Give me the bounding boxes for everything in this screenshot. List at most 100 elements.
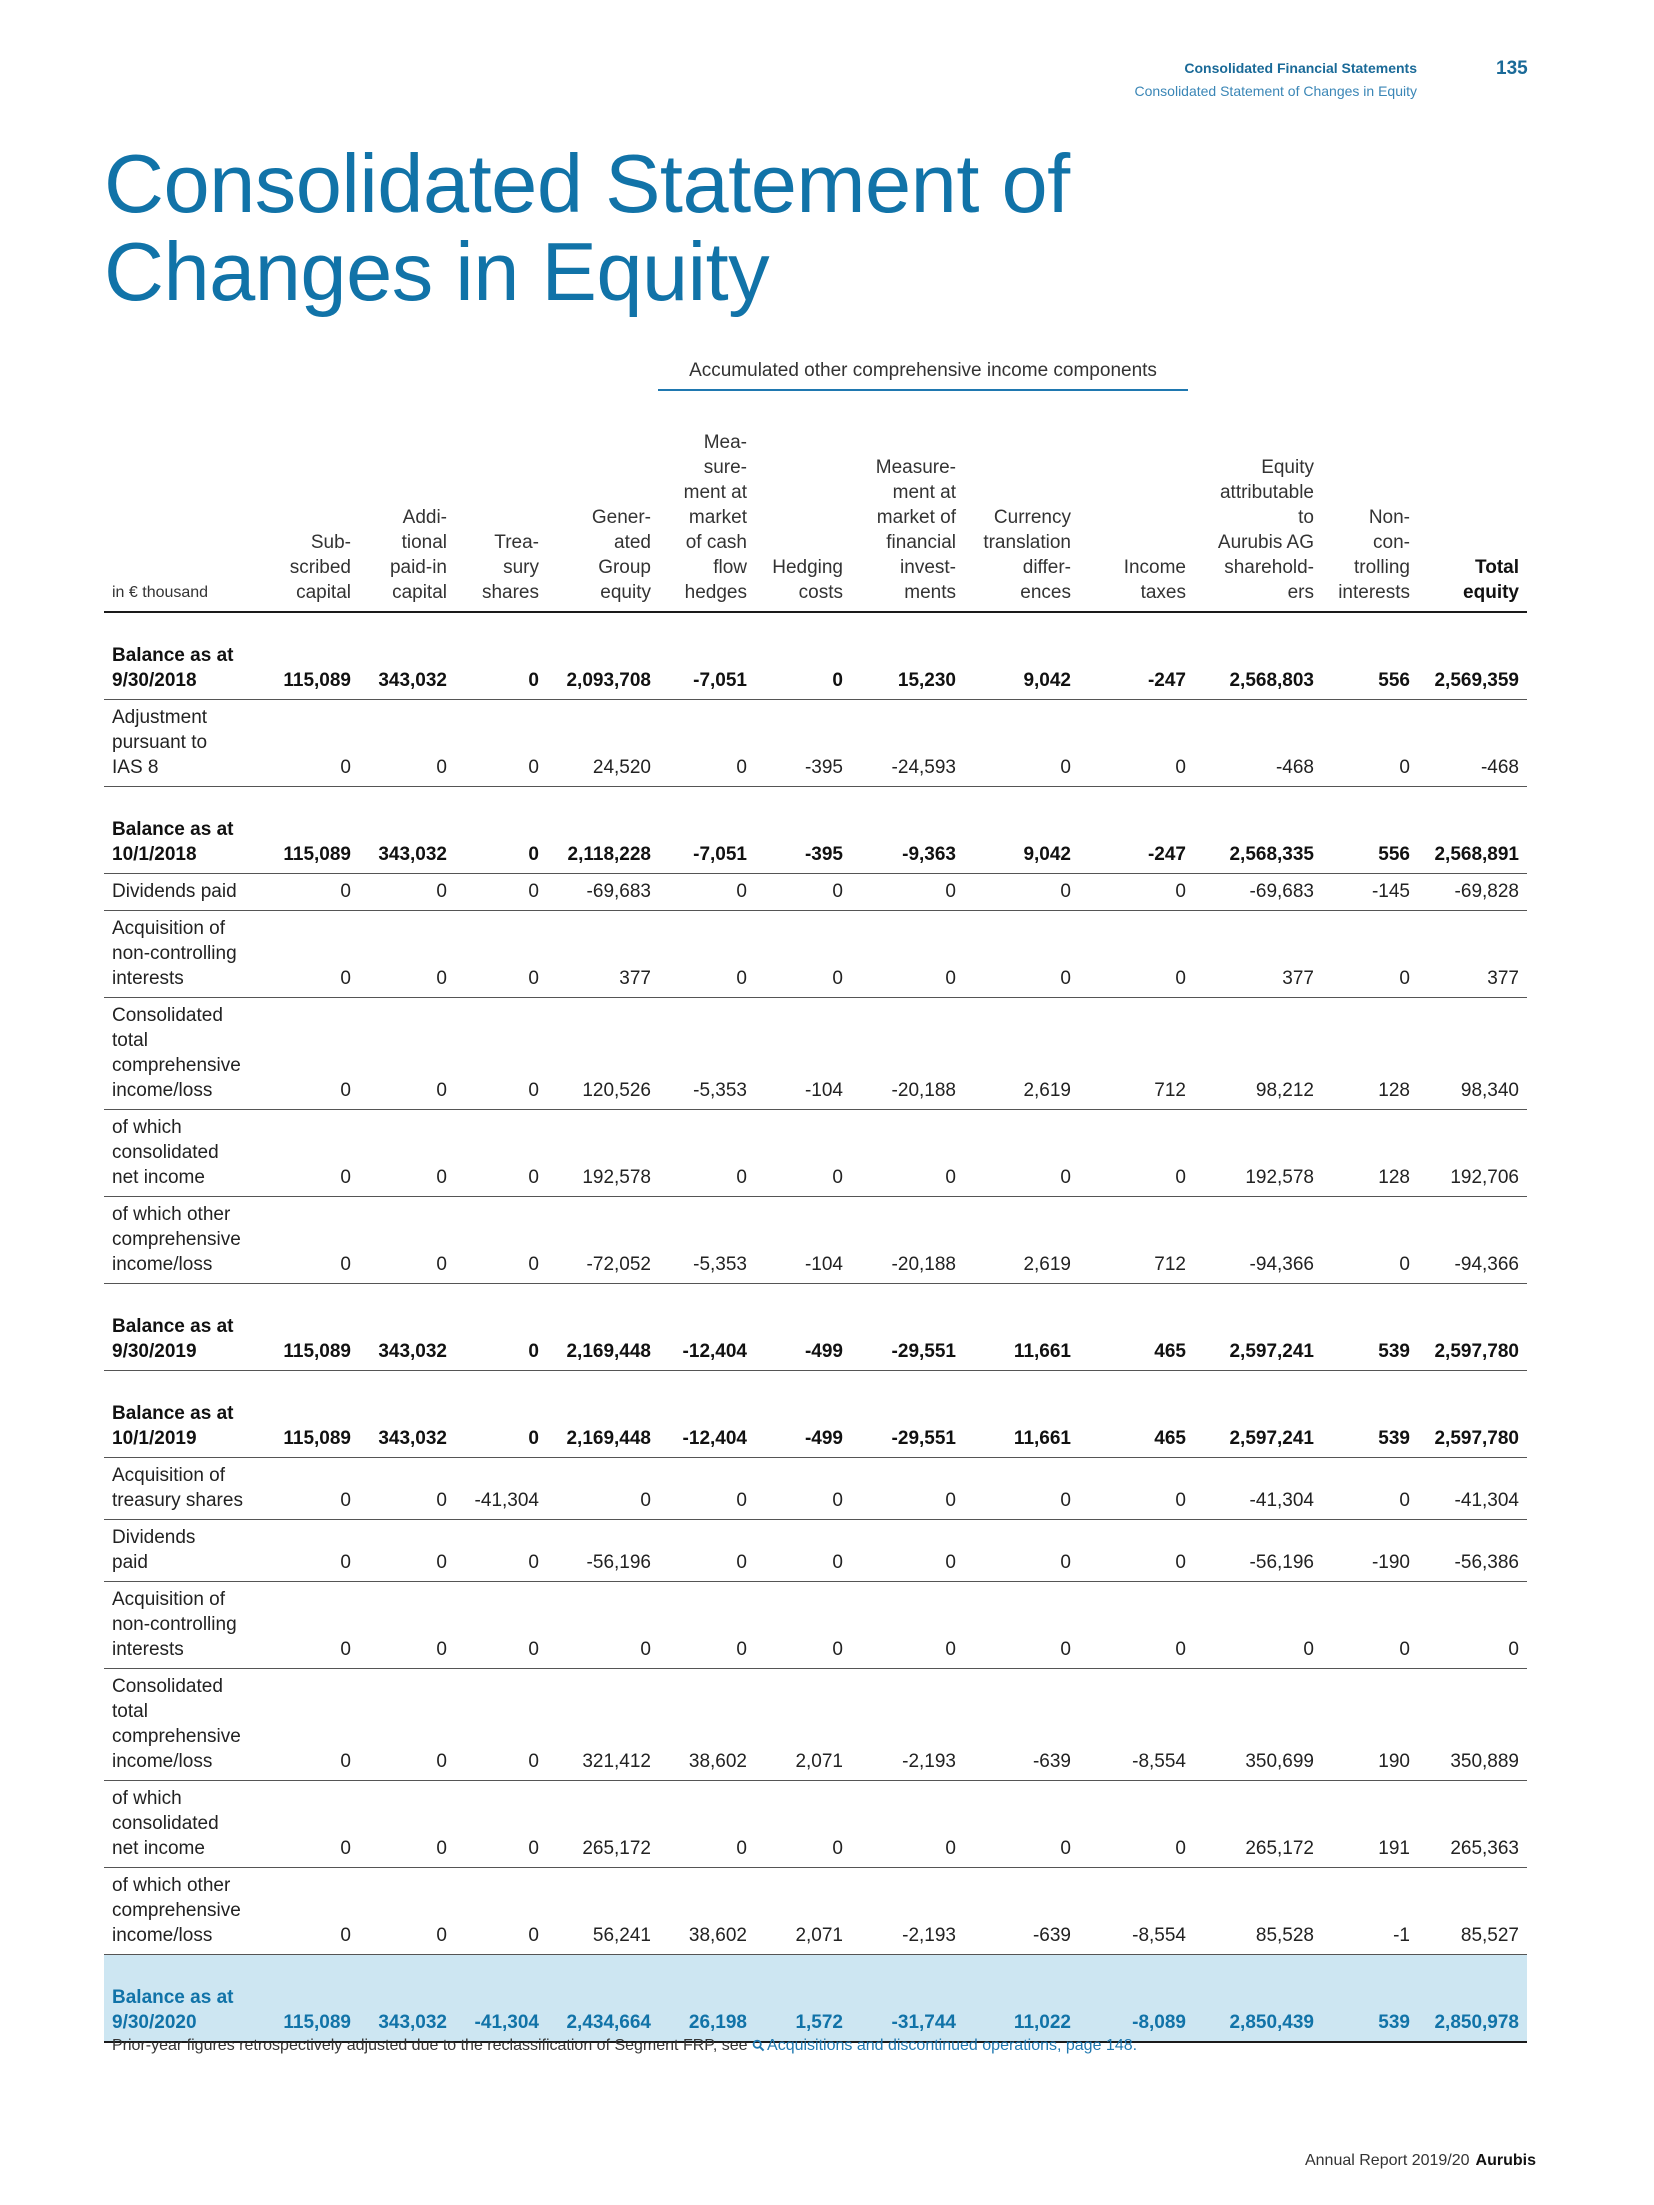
table-cell: 85,528 xyxy=(1194,1867,1322,1955)
table-cell: 343,032 xyxy=(359,612,455,700)
table-cell: 0 xyxy=(851,1780,964,1868)
table-row: Adjustment pursuant to IAS 8 0 0 0 24,520 0 -3… xyxy=(104,699,1527,787)
table-cell: 2,597,241 xyxy=(1194,1283,1322,1371)
table-cell: -9,363 xyxy=(851,786,964,874)
table-cell: 377 xyxy=(1418,910,1527,998)
table-cell: -56,386 xyxy=(1418,1519,1527,1582)
table-cell: 24,520 xyxy=(547,699,659,787)
table-cell: 0 xyxy=(359,699,455,787)
table-cell: -20,188 xyxy=(851,997,964,1110)
table-cell: 0 xyxy=(359,1780,455,1868)
table-cell: 0 xyxy=(455,1109,547,1197)
table-cell: 712 xyxy=(1079,997,1194,1110)
table-cell: 2,071 xyxy=(755,1867,851,1955)
table-cell: 0 xyxy=(455,1196,547,1284)
table-cell: 0 xyxy=(1079,1457,1194,1520)
table-cell: 0 xyxy=(1322,1581,1418,1669)
table-cell: -69,828 xyxy=(1418,873,1527,911)
table-cell: 0 xyxy=(359,1457,455,1520)
table-cell: -29,551 xyxy=(851,1370,964,1458)
column-header: Income taxes xyxy=(1079,430,1194,613)
table-cell: -468 xyxy=(1418,699,1527,787)
row-label: Consolidated total comprehensive income/… xyxy=(104,997,262,1110)
row-label: Balance as at 9/30/2018 xyxy=(104,612,262,700)
table-cell: -190 xyxy=(1322,1519,1418,1582)
page-title: Consolidated Statement of Changes in Equ… xyxy=(104,140,1070,316)
table-cell: 556 xyxy=(1322,786,1418,874)
table-cell: 0 xyxy=(659,1519,755,1582)
table-cell: -145 xyxy=(1322,873,1418,911)
table-cell: 98,212 xyxy=(1194,997,1322,1110)
table-cell: 465 xyxy=(1079,1370,1194,1458)
table-cell: 0 xyxy=(851,910,964,998)
table-cell: 0 xyxy=(755,1581,851,1669)
balance-row: Balance as at 10/1/2019 115,089 343,032 0 2,… xyxy=(104,1370,1527,1458)
footer-report: Annual Report 2019/20 xyxy=(1304,2152,1470,2169)
table-cell: 0 xyxy=(755,873,851,911)
table-cell: 0 xyxy=(262,1109,359,1197)
balance-row: Balance as at 9/30/2018 115,089 343,032 0 2,… xyxy=(104,612,1527,700)
table-cell: 465 xyxy=(1079,1283,1194,1371)
table-cell: 0 xyxy=(755,1109,851,1197)
table-cell: -41,304 xyxy=(1194,1457,1322,1520)
table-cell: 0 xyxy=(359,873,455,911)
table-cell: 0 xyxy=(1322,1196,1418,1284)
column-header: Trea- sury shares xyxy=(455,430,547,613)
unit-header: in € thousand xyxy=(104,430,262,613)
table-cell: 115,089 xyxy=(262,1370,359,1458)
column-header: Equity attributable to Aurubis AG shareh… xyxy=(1194,430,1322,613)
table-cell: 0 xyxy=(455,1780,547,1868)
table-cell: 190 xyxy=(1322,1668,1418,1781)
table-cell: -41,304 xyxy=(455,1457,547,1520)
table-cell: 0 xyxy=(755,612,851,700)
table-cell: 0 xyxy=(547,1581,659,1669)
table-cell: 2,169,448 xyxy=(547,1283,659,1371)
table-cell: 0 xyxy=(262,910,359,998)
table-cell: 0 xyxy=(262,1867,359,1955)
row-label: of which consolidated net income xyxy=(104,1780,262,1868)
table-cell: 539 xyxy=(1322,1283,1418,1371)
table-cell: 265,172 xyxy=(547,1780,659,1868)
column-header: Sub- scribed capital xyxy=(262,430,359,613)
table-cell: 2,850,978 xyxy=(1418,1954,1527,2043)
table-cell: 0 xyxy=(755,1780,851,1868)
table-cell: -468 xyxy=(1194,699,1322,787)
table-cell: 0 xyxy=(964,1109,1079,1197)
header-section: Consolidated Financial Statements xyxy=(1184,60,1417,76)
row-label: Dividends paid xyxy=(104,873,262,911)
table-cell: -8,089 xyxy=(1079,1954,1194,2043)
table-cell: 0 xyxy=(659,699,755,787)
table-cell: 2,169,448 xyxy=(547,1370,659,1458)
table-cell: -69,683 xyxy=(1194,873,1322,911)
page-number: 135 xyxy=(1496,58,1528,79)
footnote-link[interactable]: Acquisitions and discontinued operations… xyxy=(752,2037,1137,2054)
table-cell: 0 xyxy=(1079,910,1194,998)
table-cell: 343,032 xyxy=(359,786,455,874)
table-cell: -104 xyxy=(755,1196,851,1284)
balance-row: Balance as at 10/1/2018 115,089 343,032 0 2,… xyxy=(104,786,1527,874)
table-cell: 556 xyxy=(1322,612,1418,700)
table-cell: 0 xyxy=(659,1457,755,1520)
table-cell: -69,683 xyxy=(547,873,659,911)
running-header: Consolidated Financial Statements Consol… xyxy=(1134,60,1417,99)
table-cell: 2,118,228 xyxy=(547,786,659,874)
table-cell: 2,568,335 xyxy=(1194,786,1322,874)
row-label: Adjustment pursuant to IAS 8 xyxy=(104,699,262,787)
table-cell: 0 xyxy=(455,910,547,998)
table-cell: -5,353 xyxy=(659,997,755,1110)
table-cell: 85,527 xyxy=(1418,1867,1527,1955)
table-cell: 0 xyxy=(455,1370,547,1458)
table-cell: 0 xyxy=(1079,699,1194,787)
table-cell: 343,032 xyxy=(359,1283,455,1371)
table-cell: 0 xyxy=(1322,699,1418,787)
table-cell: 191 xyxy=(1322,1780,1418,1868)
table-cell: 115,089 xyxy=(262,612,359,700)
table-cell: 0 xyxy=(455,786,547,874)
row-label: Acquisition of non-controlling interests xyxy=(104,910,262,998)
table-row: Dividends paid 0 0 0 -56,196 0 0 0 0 0 -56,196 -190… xyxy=(104,1519,1527,1582)
table-cell: 0 xyxy=(455,997,547,1110)
row-label: Consolidated total comprehensive income/… xyxy=(104,1668,262,1781)
table-cell: -2,193 xyxy=(851,1867,964,1955)
footnote-link-text: Acquisitions and discontinued operations… xyxy=(767,2037,1138,2054)
table-cell: 0 xyxy=(359,1581,455,1669)
